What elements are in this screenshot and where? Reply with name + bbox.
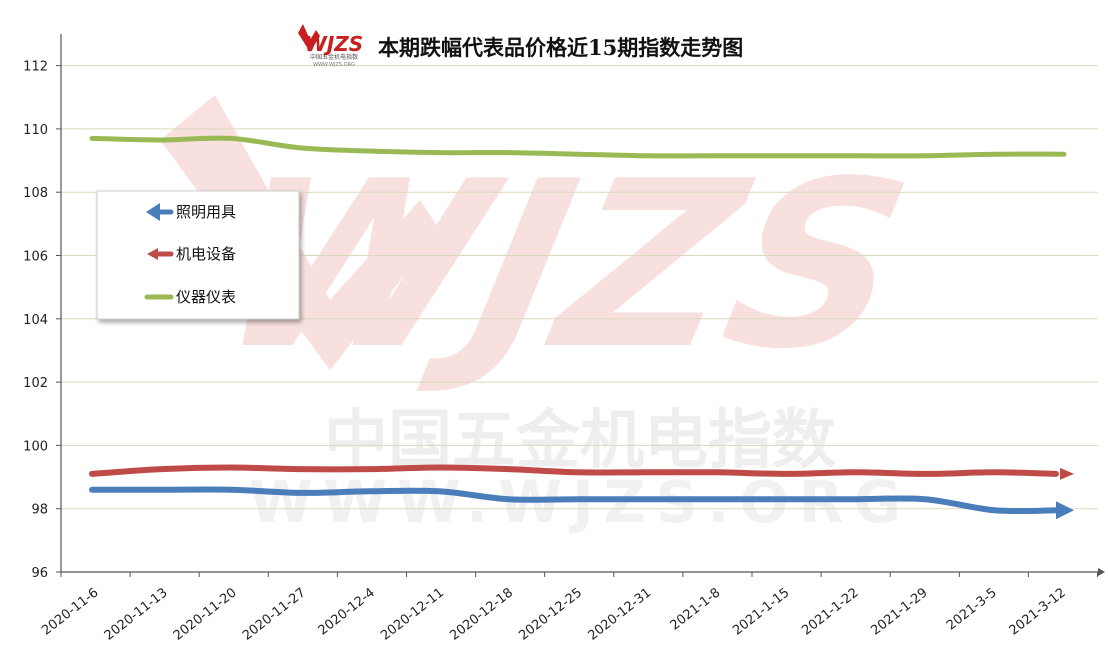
x-tick-label: 2020-12-11 [378,585,447,643]
brand-logo: WJZS 中国五金机电指数 WWW.WJZS.ORG [298,24,363,68]
x-tick-label: 2020-11-27 [240,585,309,643]
x-axis-arrow-icon [1098,568,1105,576]
x-tick-label: 2021-1-8 [668,585,724,633]
x-tick-label: 2020-12-25 [516,585,585,643]
logo-url: WWW.WJZS.ORG [313,62,355,68]
logo-brand: WJZS [305,32,363,56]
legend-arrow-icon [146,203,160,221]
y-tick-label: 104 [23,313,48,328]
logo-subtitle: 中国五金机电指数 [310,53,358,61]
series-end-arrow-icon [1056,501,1074,520]
series-electromechanical [89,464,1074,480]
legend-item-instruments: 仪器仪表 [144,288,236,306]
y-tick-label: 106 [23,250,48,265]
legend-label: 照明用具 [176,203,236,221]
y-tick-label: 102 [23,376,48,391]
y-tick-label: 100 [23,439,48,454]
series-line [89,464,1059,477]
x-axis-ticks: 2020-11-6 2020-11-13 2020-11-20 2020-11-27 2… [39,572,1098,644]
y-axis-ticks: 96 98 100 102 104 106 108 110 112 [23,60,61,581]
y-tick-label: 112 [23,60,48,75]
y-tick-label: 108 [23,186,48,201]
legend-arrow-icon [147,248,158,260]
legend: 照明用具 机电设备 仪器仪表 [96,190,300,320]
series [89,135,1074,520]
legend-label: 机电设备 [176,245,236,263]
x-tick-label: 2021-1-22 [799,585,861,638]
legend-label: 仪器仪表 [176,288,236,306]
series-lighting [89,486,1074,520]
axes [60,34,1105,576]
x-tick-label: 2020-11-6 [39,585,101,638]
x-tick-label: 2021-1-29 [868,585,930,638]
series-line [89,486,1059,515]
x-tick-label: 2020-12-31 [585,585,654,643]
legend-item-lighting: 照明用具 [146,203,236,221]
x-tick-label: 2020-12-4 [316,585,378,638]
x-tick-label: 2021-3-5 [944,585,1000,633]
y-tick-label: 110 [23,123,48,138]
series-end-arrow-icon [1060,467,1074,480]
logo-arrow-icon [298,24,320,52]
series-instruments [89,135,1067,159]
x-tick-label: 2020-11-13 [102,585,171,643]
y-tick-label: 96 [31,566,48,581]
y-tick-label: 98 [31,503,48,518]
watermark-arrow [160,95,440,370]
x-tick-label: 2021-1-15 [730,585,792,638]
x-tick-label: 2021-3-12 [1007,585,1069,638]
watermark-brand: WJZS [199,131,928,399]
chart-title: 本期跌幅代表品价格近15期指数走势图 [378,35,743,60]
x-tick-label: 2020-11-20 [171,585,240,643]
x-tick-label: 2020-12-18 [447,585,516,643]
legend-box [96,190,300,320]
legend-item-electromechanical: 机电设备 [147,245,236,263]
